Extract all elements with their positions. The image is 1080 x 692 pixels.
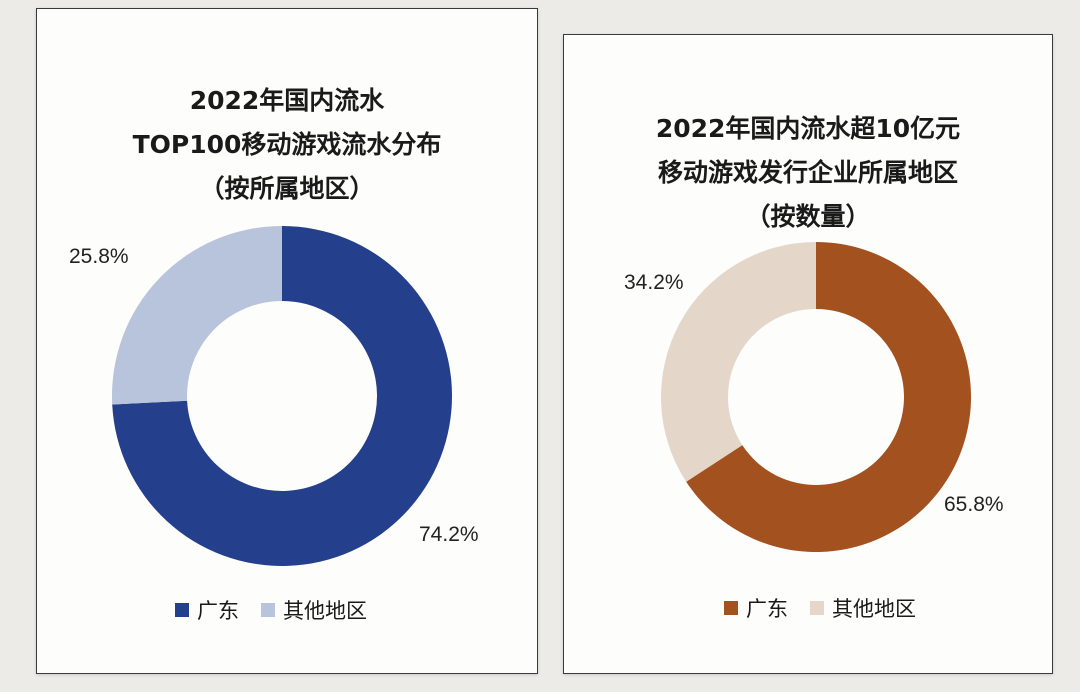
- chart-title: 2022年国内流水超10亿元 移动游戏发行企业所属地区 （按数量）: [564, 107, 1052, 239]
- donut-chart: [661, 242, 971, 552]
- data-label-guangdong: 74.2%: [419, 523, 479, 546]
- chart-card-left: 2022年国内流水 TOP100移动游戏流水分布 （按所属地区） 25.8% 7…: [36, 8, 538, 674]
- legend-item-other: 其他地区: [810, 593, 916, 623]
- donut-slice-other: [661, 242, 816, 482]
- legend: 广东 其他地区: [724, 593, 938, 623]
- legend-label: 其他地区: [283, 599, 367, 623]
- chart-title-line-1: 2022年国内流水超10亿元: [655, 114, 961, 143]
- legend-label: 广东: [746, 597, 788, 621]
- legend-item-guangdong: 广东: [724, 593, 788, 623]
- data-label-other: 34.2%: [624, 271, 684, 294]
- data-label-guangdong: 65.8%: [944, 493, 1004, 516]
- legend-label: 其他地区: [832, 597, 916, 621]
- legend-swatch: [810, 601, 824, 615]
- legend-item-guangdong: 广东: [175, 595, 239, 625]
- chart-title-line-3: （按数量）: [745, 202, 871, 231]
- chart-card-right: 2022年国内流水超10亿元 移动游戏发行企业所属地区 （按数量） 34.2% …: [563, 34, 1053, 674]
- chart-title-line-1: 2022年国内流水: [189, 86, 385, 115]
- legend: 广东 其他地区: [175, 595, 389, 625]
- chart-title-line-2: 移动游戏发行企业所属地区: [657, 158, 958, 187]
- legend-label: 广东: [197, 599, 239, 623]
- legend-swatch: [724, 601, 738, 615]
- chart-title-line-3: （按所属地区）: [199, 174, 375, 203]
- donut-chart: [112, 226, 452, 566]
- legend-swatch: [261, 603, 275, 617]
- donut-slice-guangdong: [112, 226, 452, 566]
- legend-item-other: 其他地区: [261, 595, 367, 625]
- data-label-other: 25.8%: [69, 245, 129, 268]
- donut-slice-other: [112, 226, 282, 405]
- legend-swatch: [175, 603, 189, 617]
- chart-title-line-2: TOP100移动游戏流水分布: [132, 130, 442, 159]
- donut-slice-guangdong: [686, 242, 971, 552]
- chart-title: 2022年国内流水 TOP100移动游戏流水分布 （按所属地区）: [37, 79, 537, 211]
